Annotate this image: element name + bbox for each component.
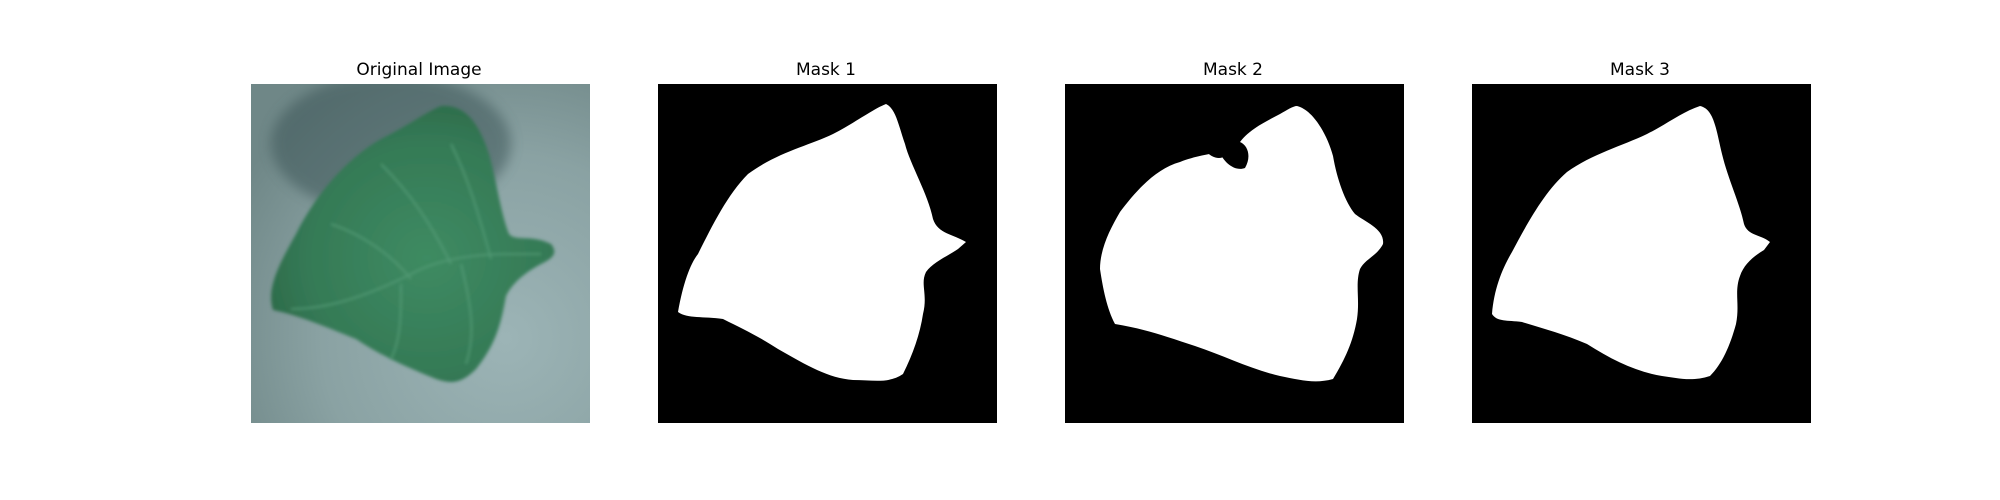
leaf-veins [290,143,542,365]
panel-title-mask-2: Mask 2 [1202,60,1263,80]
panel-title-original: Original Image [356,60,482,80]
mask-1-image [658,84,997,423]
original-leaf-image [251,84,590,423]
mask-3-region [1492,106,1770,380]
panel-title-mask-3: Mask 3 [1609,60,1670,80]
mask-2-hole [1205,148,1225,158]
leaf-shape [271,105,555,382]
mask-3-image [1472,84,1811,423]
mask-2-region [1100,106,1384,382]
mask-2-image [1065,84,1404,423]
panel-title-mask-1: Mask 1 [795,60,856,80]
mask-1-region [678,104,966,381]
